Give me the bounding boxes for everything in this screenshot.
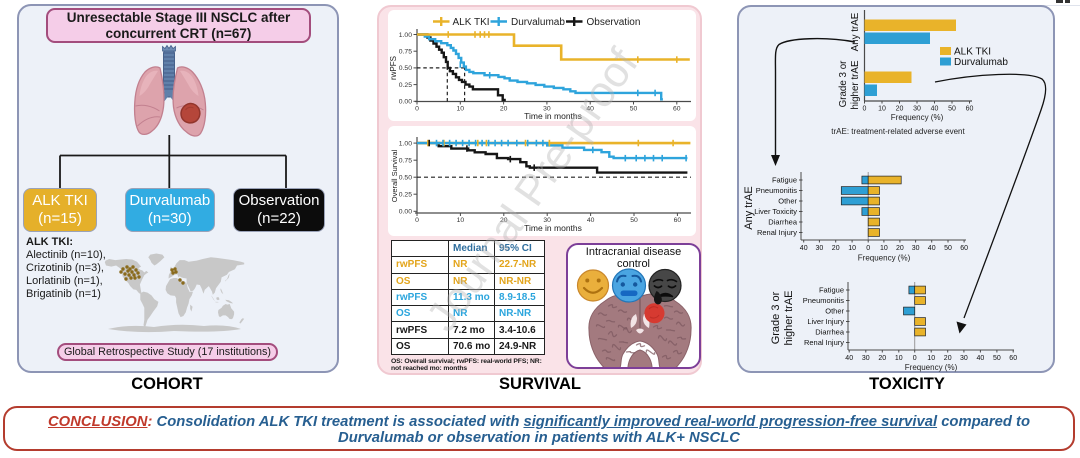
svg-text:Pneumonitis: Pneumonitis xyxy=(756,186,798,195)
svg-text:20: 20 xyxy=(832,245,840,252)
svg-text:40: 40 xyxy=(931,106,939,113)
svg-text:30: 30 xyxy=(960,355,968,362)
svg-text:Durvalumab: Durvalumab xyxy=(511,17,565,28)
svg-text:10: 10 xyxy=(457,106,465,113)
svg-text:20: 20 xyxy=(500,217,508,224)
svg-text:50: 50 xyxy=(630,106,638,113)
svg-text:0: 0 xyxy=(415,106,419,113)
svg-text:Renal Injury: Renal Injury xyxy=(757,228,797,237)
svg-text:ALK TKI: ALK TKI xyxy=(453,17,490,28)
svg-text:40: 40 xyxy=(845,355,853,362)
svg-text:10: 10 xyxy=(895,355,903,362)
svg-text:Durvalumab: Durvalumab xyxy=(954,57,1008,68)
svg-text:Time in months: Time in months xyxy=(524,223,582,233)
svg-text:Diarrhea: Diarrhea xyxy=(768,218,798,227)
svg-text:Grade 3 or: Grade 3 or xyxy=(770,291,782,344)
svg-text:Frequency (%): Frequency (%) xyxy=(891,113,944,122)
svg-text:Renal Injury: Renal Injury xyxy=(804,338,844,347)
svg-text:1.00: 1.00 xyxy=(399,140,412,147)
svg-text:0.75: 0.75 xyxy=(399,158,412,165)
svg-text:Overall Survival: Overall Survival xyxy=(390,149,399,202)
svg-text:30: 30 xyxy=(912,245,920,252)
svg-text:0: 0 xyxy=(866,245,870,252)
svg-text:60: 60 xyxy=(966,106,974,113)
svg-text:10: 10 xyxy=(848,245,856,252)
svg-text:30: 30 xyxy=(862,355,870,362)
svg-text:Fatigue: Fatigue xyxy=(819,286,844,295)
svg-text:20: 20 xyxy=(896,245,904,252)
svg-text:Other: Other xyxy=(778,197,797,206)
svg-text:40: 40 xyxy=(977,355,985,362)
svg-text:30: 30 xyxy=(913,106,921,113)
svg-text:10: 10 xyxy=(457,217,465,224)
svg-text:0: 0 xyxy=(863,106,867,113)
svg-text:1.00: 1.00 xyxy=(399,32,412,39)
svg-text:Frequency (%): Frequency (%) xyxy=(858,254,911,263)
svg-text:Grade 3 or: Grade 3 or xyxy=(838,60,849,108)
svg-text:10: 10 xyxy=(878,106,886,113)
svg-text:10: 10 xyxy=(880,245,888,252)
svg-text:Any trAE: Any trAE xyxy=(743,186,755,229)
svg-text:40: 40 xyxy=(587,217,595,224)
svg-text:0.00: 0.00 xyxy=(399,209,412,216)
svg-text:Time in months: Time in months xyxy=(524,111,582,121)
svg-text:0: 0 xyxy=(415,217,419,224)
svg-text:higher trAE: higher trAE xyxy=(850,60,861,109)
svg-text:Other: Other xyxy=(825,307,844,316)
svg-text:50: 50 xyxy=(630,217,638,224)
svg-text:40: 40 xyxy=(586,106,594,113)
svg-text:higher trAE: higher trAE xyxy=(783,290,795,345)
svg-text:40: 40 xyxy=(928,245,936,252)
svg-text:50: 50 xyxy=(944,245,952,252)
svg-text:50: 50 xyxy=(993,355,1001,362)
svg-text:30: 30 xyxy=(543,217,551,224)
svg-text:Any trAE: Any trAE xyxy=(850,12,861,51)
svg-text:Fatigue: Fatigue xyxy=(772,176,797,185)
svg-text:50: 50 xyxy=(948,106,956,113)
svg-text:ALK TKI: ALK TKI xyxy=(954,47,991,58)
svg-text:Liver Toxicity: Liver Toxicity xyxy=(754,207,797,216)
svg-text:0.25: 0.25 xyxy=(399,82,412,89)
svg-text:40: 40 xyxy=(800,245,808,252)
svg-text:trAE: treatment-related advers: trAE: treatment-related adverse event xyxy=(831,127,965,136)
svg-text:0.75: 0.75 xyxy=(399,49,412,56)
svg-text:0.00: 0.00 xyxy=(399,99,412,106)
svg-text:20: 20 xyxy=(878,355,886,362)
svg-text:0: 0 xyxy=(913,355,917,362)
svg-text:20: 20 xyxy=(944,355,952,362)
svg-text:60: 60 xyxy=(673,106,681,113)
svg-text:0.25: 0.25 xyxy=(399,192,412,199)
svg-text:60: 60 xyxy=(960,245,968,252)
svg-text:30: 30 xyxy=(543,106,551,113)
svg-text:10: 10 xyxy=(927,355,935,362)
svg-text:0.50: 0.50 xyxy=(399,65,412,72)
svg-text:20: 20 xyxy=(896,106,904,113)
svg-text:Frequency (%): Frequency (%) xyxy=(905,363,958,372)
svg-text:Liver Injury: Liver Injury xyxy=(807,317,844,326)
svg-text:0.50: 0.50 xyxy=(399,175,412,182)
svg-text:60: 60 xyxy=(1009,355,1017,362)
svg-text:Observation: Observation xyxy=(587,17,641,28)
svg-text:60: 60 xyxy=(674,217,682,224)
svg-text:20: 20 xyxy=(500,106,508,113)
svg-text:rwPFS: rwPFS xyxy=(389,56,398,80)
svg-text:30: 30 xyxy=(816,245,824,252)
svg-text:Pneumonitis: Pneumonitis xyxy=(803,296,845,305)
svg-text:Diarrhea: Diarrhea xyxy=(815,328,845,337)
